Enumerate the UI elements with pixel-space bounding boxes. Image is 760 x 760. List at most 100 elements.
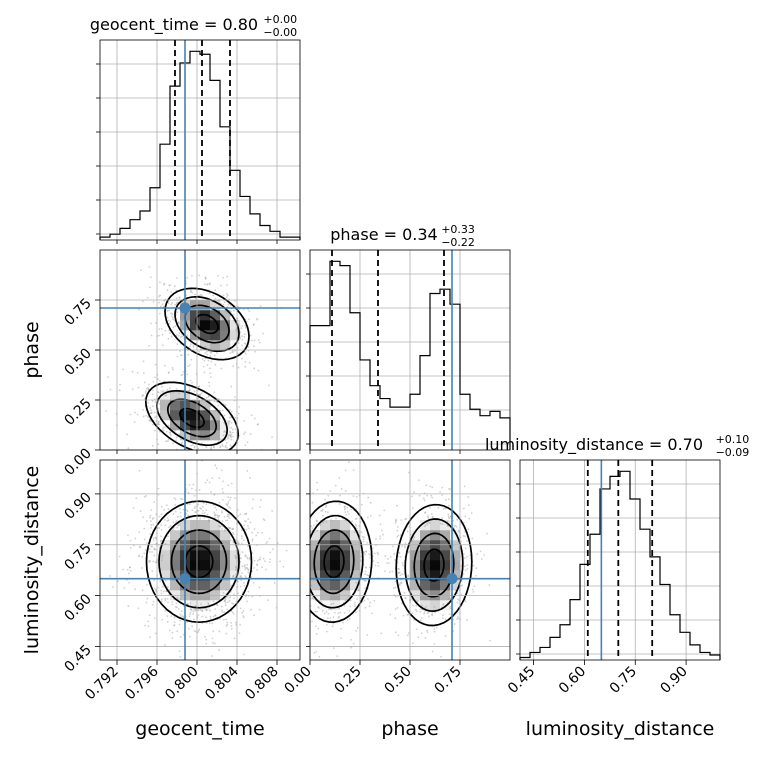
pair-geocent_time-phase-sample-point [204,346,207,348]
pair-geocent_time-luminosity_distance-sample-point [176,524,179,527]
pair-geocent_time-luminosity_distance-density-cell [170,580,181,591]
pair-geocent_time-luminosity_distance-sample-point [262,518,265,521]
pair-geocent_time-phase-density-cell [200,330,211,341]
pair-phase-luminosity_distance-sample-point [466,567,469,570]
pair-phase-luminosity_distance-sample-point [302,601,304,603]
pair-phase-luminosity_distance-density-cell [320,560,331,571]
pair-geocent_time-luminosity_distance-sample-point [207,520,210,522]
pair-geocent_time-phase-sample-point [230,433,233,436]
pair-geocent_time-phase-sample-point [249,334,252,337]
pair-geocent_time-luminosity_distance-sample-point [150,527,153,529]
pair-phase-luminosity_distance-sample-point [365,566,367,569]
pair-phase-luminosity_distance-contour [310,514,364,609]
pair-phase-luminosity_distance-sample-point [394,608,397,611]
pair-geocent_time-luminosity_distance-sample-point [240,535,243,538]
pair-geocent_time-phase-sample-point [167,302,170,304]
pair-geocent_time-luminosity_distance-sample-point [180,610,183,612]
pair-geocent_time-phase-sample-point [213,391,216,394]
pair-phase-luminosity_distance-sample-point [316,530,318,532]
pair-geocent_time-luminosity_distance-sample-point [243,565,246,568]
pair-geocent_time-luminosity_distance-sample-point [176,630,179,633]
pair-geocent_time-luminosity_distance-sample-point [211,637,214,640]
pair-geocent_time-phase-sample-point [257,339,260,342]
pair-geocent_time-phase-sample-point [243,420,246,422]
pair-phase-luminosity_distance-sample-point [403,591,406,594]
pair-geocent_time-phase-sample-point [219,445,222,448]
pair-geocent_time-phase-sample-point [163,426,166,429]
pair-geocent_time-luminosity_distance-sample-point [153,548,156,551]
pair-geocent_time-luminosity_distance-sample-point [200,507,203,510]
pair-geocent_time-phase-sample-point [202,458,204,460]
pair-phase-luminosity_distance-sample-point [366,574,369,576]
pair-geocent_time-phase-sample-point [244,431,246,434]
pair-phase-luminosity_distance-sample-point [307,553,309,555]
hist-title-sup-phase: +0.33 [441,223,475,236]
pair-geocent_time-phase-sample-point [256,318,259,321]
pair-geocent_time-luminosity_distance-sample-point [224,529,226,531]
pair-geocent_time-luminosity_distance-sample-point [245,528,248,531]
pair-phase-luminosity_distance-sample-point [464,515,467,518]
pair-geocent_time-phase-sample-point [243,333,246,336]
xtick-label-phase: 0.50 [381,664,414,697]
pair-geocent_time-phase-sample-point [204,277,207,280]
pair-geocent_time-phase-sample-point [179,452,181,454]
pair-geocent_time-phase-sample-point [230,421,233,424]
pair-geocent_time-luminosity_distance-sample-point [141,567,143,569]
pair-geocent_time-luminosity_distance-sample-point [214,614,217,617]
pair-phase-luminosity_distance-sample-point [334,484,337,487]
pair-geocent_time-phase-sample-point [209,372,212,375]
pair-geocent_time-luminosity_distance-sample-point [220,605,223,608]
pair-geocent_time-luminosity_distance-sample-point [214,506,217,509]
pair-geocent_time-luminosity_distance-density-cell [170,550,181,561]
pair-geocent_time-luminosity_distance-sample-point [174,503,177,506]
pair-phase-luminosity_distance-sample-point [430,513,433,515]
pair-phase-luminosity_distance-sample-point [312,597,315,600]
pair-phase-luminosity_distance-sample-point [368,566,371,569]
pair-geocent_time-phase-sample-point [197,397,200,400]
pair-geocent_time-luminosity_distance-sample-point [251,507,254,510]
pair-geocent_time-luminosity_distance-sample-point [243,524,245,527]
pair-geocent_time-phase-sample-point [154,411,156,414]
pair-geocent_time-phase-sample-point [176,343,179,345]
pair-phase-luminosity_distance-sample-point [332,647,335,650]
pair-geocent_time-phase-sample-point [231,451,233,453]
pair-geocent_time-phase-sample-point [213,400,216,403]
pair-phase-luminosity_distance-sample-point [306,518,308,520]
pair-geocent_time-luminosity_distance-sample-point [221,611,224,613]
pair-geocent_time-luminosity_distance-sample-point [135,497,138,500]
pair-phase-luminosity_distance-sample-point [311,501,314,504]
pair-geocent_time-phase-sample-point [154,416,156,419]
pair-geocent_time-luminosity_distance-sample-point [243,653,246,656]
pair-geocent_time-luminosity_distance-density-cell [190,600,201,611]
pair-geocent_time-phase-sample-point [209,352,212,354]
pair-geocent_time-luminosity_distance-sample-point [182,616,185,619]
pair-geocent_time-luminosity_distance-sample-point [188,627,190,630]
pair-phase-luminosity_distance-sample-point [386,558,389,560]
pair-geocent_time-luminosity_distance-sample-point [166,615,169,618]
pair-geocent_time-phase-sample-point [170,315,173,317]
pair-geocent_time-luminosity_distance-sample-point [223,600,226,603]
pair-geocent_time-luminosity_distance-sample-point [241,542,243,545]
pair-geocent_time-luminosity_distance-sample-point [166,517,169,519]
pair-geocent_time-phase-sample-point [166,388,169,391]
pair-geocent_time-phase-sample-point [187,353,190,356]
pair-geocent_time-phase-sample-point [142,408,145,411]
pair-geocent_time-luminosity_distance-sample-point [228,514,231,516]
pair-phase-luminosity_distance-sample-point [315,520,318,523]
pair-phase-luminosity_distance-density-cell [420,580,431,591]
pair-geocent_time-luminosity_distance-sample-point [269,551,272,554]
pair-phase-luminosity_distance-sample-point [456,592,459,595]
pair-phase-luminosity_distance-sample-point [414,666,416,668]
pair-geocent_time-phase-density-cell [210,340,221,351]
pair-phase-luminosity_distance-sample-point [307,609,309,611]
pair-geocent_time-phase-sample-point [212,446,215,449]
pair-phase-luminosity_distance-truth-marker [446,573,458,585]
pair-geocent_time-luminosity_distance-sample-point [251,552,254,554]
pair-geocent_time-luminosity_distance-sample-point [177,608,180,610]
pair-phase-luminosity_distance-sample-point [355,581,357,584]
pair-phase-luminosity_distance-sample-point [369,514,372,517]
pair-geocent_time-luminosity_distance-sample-point [187,514,190,517]
pair-phase-luminosity_distance-sample-point [360,503,363,506]
pair-geocent_time-phase-sample-point [192,344,195,347]
pair-geocent_time-phase-sample-point [157,443,160,446]
